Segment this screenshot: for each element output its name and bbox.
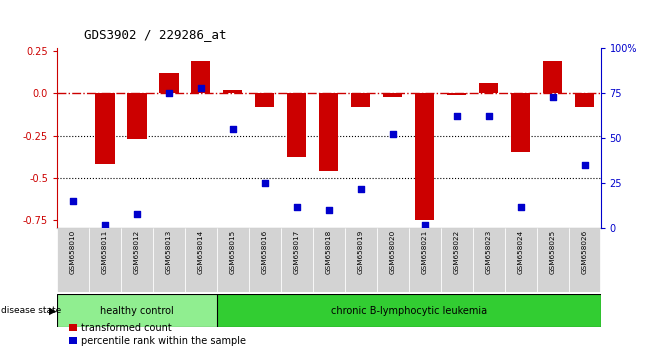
- Bar: [121, 228, 153, 292]
- Bar: [191, 61, 211, 93]
- Text: GSM658024: GSM658024: [517, 230, 523, 274]
- Point: [227, 126, 238, 132]
- Bar: [511, 93, 530, 153]
- Bar: [473, 228, 505, 292]
- Text: healthy control: healthy control: [100, 306, 174, 316]
- Text: GSM658012: GSM658012: [134, 230, 140, 274]
- Text: chronic B-lymphocytic leukemia: chronic B-lymphocytic leukemia: [331, 306, 486, 316]
- Point: [356, 186, 366, 192]
- Bar: [377, 228, 409, 292]
- Text: GSM658025: GSM658025: [550, 230, 556, 274]
- Text: GSM658011: GSM658011: [102, 230, 108, 274]
- Bar: [217, 294, 601, 327]
- Bar: [383, 93, 403, 97]
- Bar: [95, 93, 115, 164]
- Text: GSM658020: GSM658020: [390, 230, 396, 274]
- Text: GSM658010: GSM658010: [70, 230, 76, 274]
- Bar: [255, 93, 274, 107]
- Bar: [57, 294, 217, 327]
- Bar: [57, 228, 89, 292]
- Bar: [537, 228, 568, 292]
- Bar: [415, 93, 434, 220]
- Point: [99, 222, 110, 228]
- Point: [323, 207, 334, 213]
- Text: GSM658014: GSM658014: [198, 230, 204, 274]
- Bar: [159, 73, 178, 93]
- Point: [195, 85, 206, 90]
- Text: GSM658026: GSM658026: [582, 230, 588, 274]
- Point: [515, 204, 526, 210]
- Point: [68, 198, 79, 204]
- Bar: [249, 228, 280, 292]
- Bar: [185, 228, 217, 292]
- Bar: [287, 93, 307, 158]
- Text: disease state: disease state: [1, 306, 62, 315]
- Bar: [543, 61, 562, 93]
- Bar: [568, 228, 601, 292]
- Point: [419, 222, 430, 228]
- Text: GDS3902 / 229286_at: GDS3902 / 229286_at: [84, 28, 226, 41]
- Bar: [447, 93, 466, 95]
- Text: GSM658019: GSM658019: [358, 230, 364, 274]
- Bar: [409, 228, 441, 292]
- Bar: [479, 83, 499, 93]
- Point: [164, 90, 174, 96]
- Text: GSM658021: GSM658021: [421, 230, 427, 274]
- Bar: [575, 93, 594, 107]
- Point: [132, 211, 142, 217]
- Point: [260, 180, 270, 186]
- Text: GSM658013: GSM658013: [166, 230, 172, 274]
- Bar: [281, 228, 313, 292]
- Text: GSM658015: GSM658015: [230, 230, 236, 274]
- Bar: [217, 228, 249, 292]
- Bar: [127, 93, 146, 139]
- Point: [387, 132, 398, 137]
- Bar: [441, 228, 472, 292]
- Text: GSM658017: GSM658017: [294, 230, 300, 274]
- Point: [291, 204, 302, 210]
- Point: [548, 94, 558, 99]
- Bar: [351, 93, 370, 107]
- Bar: [313, 228, 345, 292]
- Bar: [89, 228, 121, 292]
- Text: GSM658018: GSM658018: [326, 230, 331, 274]
- Text: ▶: ▶: [49, 306, 56, 316]
- Legend: transformed count, percentile rank within the sample: transformed count, percentile rank withi…: [68, 323, 246, 346]
- Bar: [153, 228, 185, 292]
- Bar: [223, 90, 242, 93]
- Text: GSM658016: GSM658016: [262, 230, 268, 274]
- Bar: [345, 228, 376, 292]
- Point: [452, 114, 462, 119]
- Text: GSM658023: GSM658023: [486, 230, 492, 274]
- Bar: [319, 93, 338, 171]
- Point: [483, 114, 494, 119]
- Point: [579, 162, 590, 168]
- Text: GSM658022: GSM658022: [454, 230, 460, 274]
- Bar: [505, 228, 537, 292]
